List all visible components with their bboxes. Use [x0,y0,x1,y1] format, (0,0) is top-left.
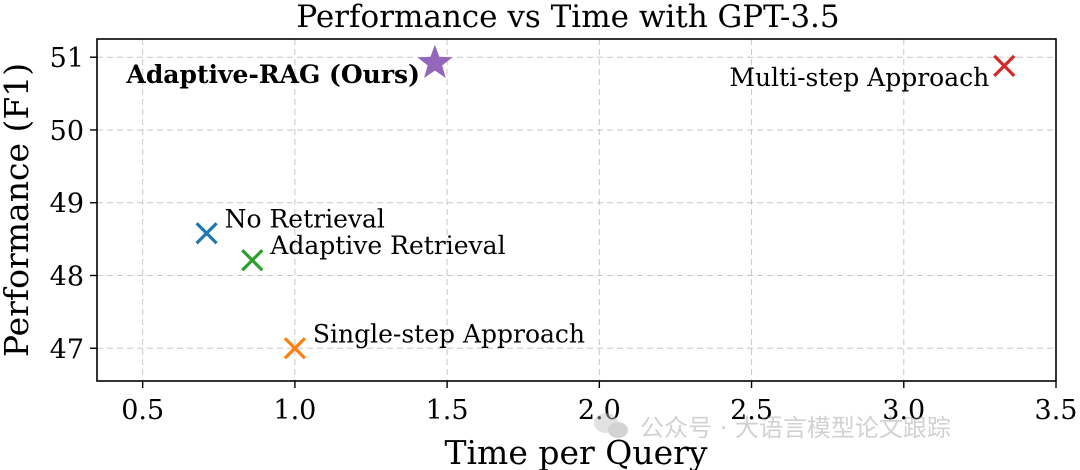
plot-area-frame [96,38,1057,382]
point-marker-adaptive-rag-ours [417,44,453,78]
x-tick-label: 3.0 [882,395,925,426]
point-marker-multi-step-approach [993,54,1016,78]
data-points [195,44,1016,360]
axis-ticks: 0.5 1.0 1.5 2.0 2.5 3.0 3.5 47 48 49 50 51 [50,43,1078,426]
x-tick-label: 3.5 [1035,395,1078,426]
y-tick-label: 47 [50,334,84,365]
point-marker-adaptive-retrieval [241,249,264,272]
x-tick-label: 0.5 [121,395,164,426]
point-label-multi-step-approach: Multi-step Approach [729,63,989,92]
x-axis-label: Time per Query [444,433,707,470]
chart-title: Performance vs Time with GPT-3.5 [296,0,839,35]
y-tick-label: 51 [50,43,84,74]
x-tick-label: 1.0 [273,395,316,426]
point-label-adaptive-rag-ours: Adaptive-RAG (Ours) [125,60,420,89]
point-label-single-step-approach: Single-step Approach [313,319,585,348]
watermark-text: 公众号 · 大语言模型论文跟踪 [640,414,951,442]
x-tick-label: 2.5 [730,395,773,426]
y-axis-label: Performance (F1) [0,63,36,357]
point-marker-single-step-approach [283,337,307,360]
y-tick-label: 50 [50,116,84,147]
point-marker-no-retrieval [195,222,218,245]
watermark: 公众号 · 大语言模型论文跟踪 [594,413,951,442]
wechat-icon [594,413,628,438]
x-tick-label: 1.5 [426,395,469,426]
x-tick-label: 2.0 [578,395,621,426]
y-tick-label: 49 [50,189,84,220]
point-label-adaptive-retrieval: Adaptive Retrieval [269,231,505,260]
point-label-no-retrieval: No Retrieval [225,204,385,233]
y-tick-label: 48 [50,261,84,292]
